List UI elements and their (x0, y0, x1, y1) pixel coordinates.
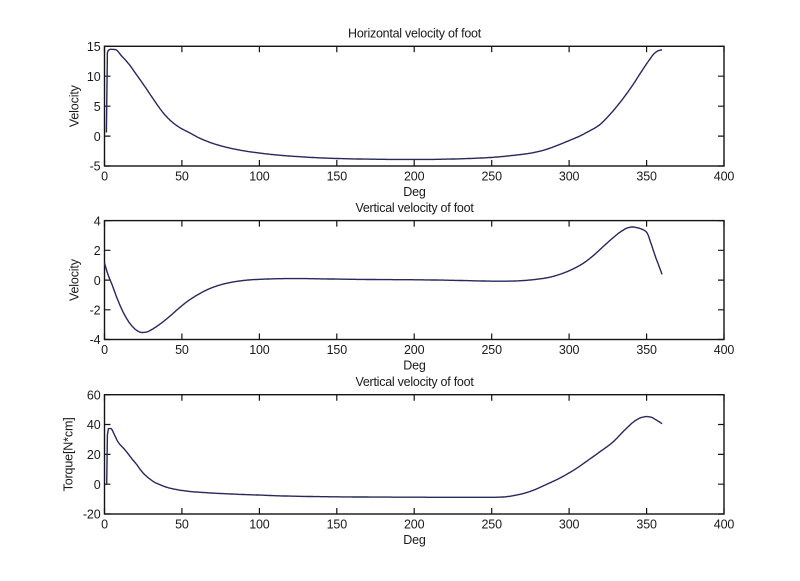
svg-text:0: 0 (101, 169, 108, 183)
svg-text:50: 50 (175, 343, 189, 357)
svg-text:60: 60 (87, 388, 101, 402)
svg-text:0: 0 (101, 517, 108, 531)
svg-text:50: 50 (175, 169, 189, 183)
svg-text:-4: -4 (90, 333, 101, 347)
svg-text:100: 100 (249, 343, 270, 357)
svg-text:400: 400 (714, 169, 735, 183)
svg-text:250: 250 (481, 517, 502, 531)
svg-text:-5: -5 (90, 160, 101, 174)
svg-text:Vertical velocity of foot: Vertical velocity of foot (355, 375, 474, 389)
svg-text:300: 300 (559, 169, 580, 183)
svg-text:150: 150 (327, 169, 348, 183)
svg-text:5: 5 (94, 100, 101, 114)
svg-text:0: 0 (101, 343, 108, 357)
svg-text:Torque[N*cm]: Torque[N*cm] (62, 417, 76, 491)
svg-text:200: 200 (404, 517, 425, 531)
svg-text:40: 40 (87, 418, 101, 432)
svg-text:Deg: Deg (403, 359, 426, 373)
svg-text:Vertical velocity of foot: Vertical velocity of foot (355, 201, 474, 215)
svg-text:0: 0 (94, 130, 101, 144)
svg-text:200: 200 (404, 169, 425, 183)
svg-text:Velocity: Velocity (68, 84, 82, 127)
svg-text:-2: -2 (90, 304, 101, 318)
svg-text:350: 350 (636, 343, 657, 357)
svg-text:400: 400 (714, 517, 735, 531)
svg-text:Deg: Deg (403, 533, 426, 547)
svg-text:100: 100 (249, 517, 270, 531)
svg-text:Deg: Deg (403, 185, 426, 199)
svg-text:10: 10 (87, 70, 101, 84)
svg-text:20: 20 (87, 448, 101, 462)
svg-text:250: 250 (481, 169, 502, 183)
svg-text:Horizontal velocity of foot: Horizontal velocity of foot (348, 27, 482, 41)
svg-text:350: 350 (636, 517, 657, 531)
svg-text:100: 100 (249, 169, 270, 183)
svg-text:400: 400 (714, 343, 735, 357)
svg-text:350: 350 (636, 169, 657, 183)
svg-text:2: 2 (94, 244, 101, 258)
svg-text:200: 200 (404, 343, 425, 357)
svg-text:50: 50 (175, 517, 189, 531)
svg-text:250: 250 (481, 343, 502, 357)
svg-text:15: 15 (87, 40, 101, 54)
svg-text:150: 150 (327, 343, 348, 357)
svg-text:-20: -20 (83, 508, 101, 522)
svg-text:300: 300 (559, 517, 580, 531)
svg-text:300: 300 (559, 343, 580, 357)
svg-text:0: 0 (94, 478, 101, 492)
svg-text:Velocity: Velocity (68, 258, 82, 301)
svg-text:4: 4 (94, 214, 101, 228)
svg-text:150: 150 (327, 517, 348, 531)
svg-text:0: 0 (94, 274, 101, 288)
